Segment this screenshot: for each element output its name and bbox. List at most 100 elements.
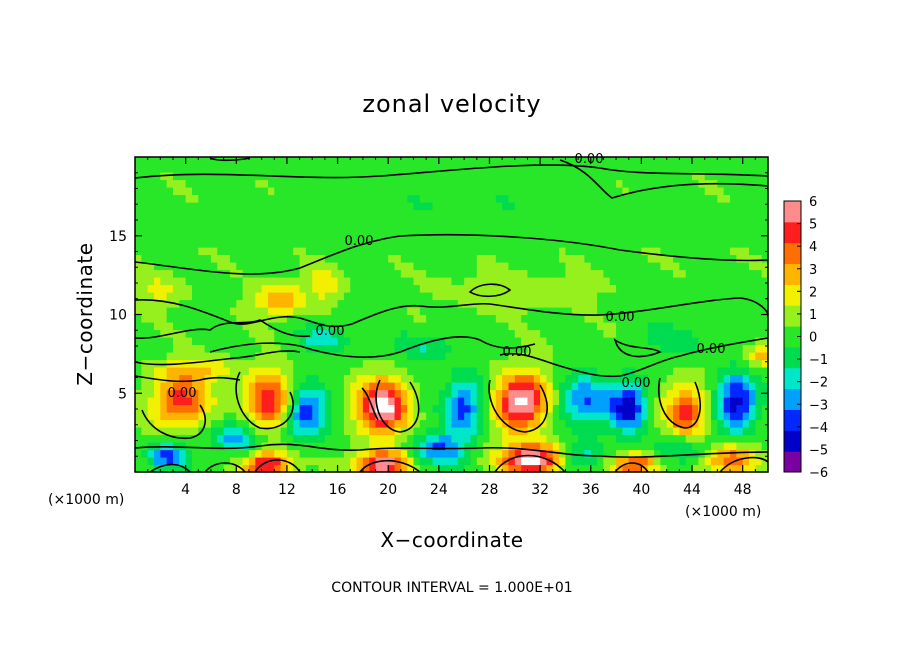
- heatmap-cell: [274, 382, 282, 391]
- heatmap-cell: [698, 284, 706, 293]
- heatmap-cell: [229, 457, 237, 466]
- heatmap-cell: [508, 239, 516, 248]
- heatmap-cell: [160, 344, 168, 353]
- heatmap-cell: [502, 307, 510, 316]
- heatmap-cell: [647, 457, 655, 466]
- heatmap-cell: [400, 419, 408, 428]
- heatmap-cell: [527, 202, 535, 211]
- heatmap-cell: [394, 164, 402, 173]
- heatmap-cell: [521, 164, 529, 173]
- heatmap-cell: [343, 217, 351, 226]
- heatmap-cell: [578, 217, 586, 226]
- heatmap-cell: [692, 217, 699, 226]
- heatmap-cell: [730, 389, 737, 398]
- heatmap-cell: [229, 344, 237, 353]
- heatmap-cell: [286, 464, 294, 473]
- heatmap-cell: [704, 247, 712, 256]
- heatmap-cell: [179, 329, 187, 338]
- heatmap-cell: [603, 179, 611, 188]
- heatmap-cell: [489, 464, 497, 473]
- heatmap-cell: [242, 239, 250, 248]
- heatmap-cell: [603, 202, 611, 211]
- heatmap-cell: [451, 232, 459, 241]
- heatmap-cell: [362, 412, 370, 421]
- heatmap-cell: [236, 194, 244, 203]
- heatmap-cell: [343, 404, 351, 413]
- heatmap-cell: [464, 194, 472, 203]
- heatmap-cell: [204, 179, 212, 188]
- heatmap-cell: [331, 172, 339, 181]
- heatmap-cell: [312, 299, 320, 308]
- heatmap-cell: [318, 157, 326, 166]
- heatmap-cell: [666, 464, 674, 473]
- heatmap-cell: [755, 254, 763, 263]
- heatmap-cell: [223, 457, 231, 466]
- heatmap-cell: [204, 217, 212, 226]
- heatmap-cell: [622, 329, 630, 338]
- heatmap-cell: [673, 419, 680, 428]
- heatmap-cell: [413, 449, 421, 458]
- heatmap-cell: [559, 359, 567, 368]
- heatmap-cell: [565, 277, 573, 286]
- heatmap-cell: [362, 164, 370, 173]
- heatmap-cell: [761, 427, 769, 436]
- heatmap-cell: [489, 307, 497, 316]
- heatmap-cell: [603, 292, 611, 301]
- heatmap-cell: [698, 292, 706, 301]
- heatmap-cell: [559, 232, 567, 241]
- heatmap-cell: [362, 232, 370, 241]
- colorbar-swatch: [784, 451, 801, 473]
- heatmap-cell: [274, 397, 282, 406]
- heatmap-cell: [616, 269, 624, 278]
- heatmap-cell: [267, 322, 275, 331]
- heatmap-cell: [394, 277, 402, 286]
- x-axis-label: X−coordinate: [380, 528, 523, 552]
- heatmap-cell: [299, 464, 307, 473]
- heatmap-cell: [147, 367, 155, 376]
- heatmap-cell: [141, 254, 149, 263]
- heatmap-cell: [704, 187, 712, 196]
- heatmap-cell: [533, 217, 541, 226]
- heatmap-cell: [400, 224, 408, 233]
- heatmap-cell: [394, 337, 402, 346]
- heatmap-cell: [248, 359, 256, 368]
- heatmap-cell: [552, 322, 560, 331]
- heatmap-cell: [698, 404, 706, 413]
- heatmap-cell: [704, 412, 712, 421]
- heatmap-cell: [426, 329, 434, 338]
- heatmap-cell: [286, 239, 294, 248]
- heatmap-cell: [419, 329, 427, 338]
- heatmap-cell: [331, 254, 339, 263]
- heatmap-cell: [331, 374, 339, 383]
- heatmap-cell: [495, 374, 503, 383]
- heatmap-cell: [432, 254, 440, 263]
- heatmap-cell: [730, 427, 737, 436]
- heatmap-cell: [394, 292, 402, 301]
- heatmap-cell: [521, 247, 529, 256]
- heatmap-cell: [318, 374, 326, 383]
- heatmap-cell: [635, 337, 642, 346]
- heatmap-cell: [236, 449, 244, 458]
- heatmap-cell: [552, 157, 560, 166]
- heatmap-cell: [438, 262, 446, 271]
- heatmap-cell: [559, 419, 567, 428]
- heatmap-cell: [457, 164, 465, 173]
- heatmap-cell: [508, 209, 516, 218]
- heatmap-cell: [711, 404, 718, 413]
- heatmap-cell: [476, 397, 484, 406]
- heatmap-cell: [457, 254, 465, 263]
- heatmap-cell: [350, 344, 358, 353]
- y-axis-label: Z−coordinate: [73, 242, 97, 385]
- heatmap-cell: [191, 232, 199, 241]
- colorbar-swatch: [784, 346, 801, 369]
- heatmap-cell: [293, 449, 301, 458]
- heatmap-cell: [343, 292, 351, 301]
- heatmap-cell: [495, 284, 503, 293]
- heatmap-cell: [293, 194, 301, 203]
- heatmap-cell: [546, 337, 554, 346]
- heatmap-cell: [641, 374, 649, 383]
- heatmap-cell: [552, 262, 560, 271]
- heatmap-cell: [242, 382, 250, 391]
- heatmap-cell: [160, 194, 168, 203]
- heatmap-cell: [609, 397, 617, 406]
